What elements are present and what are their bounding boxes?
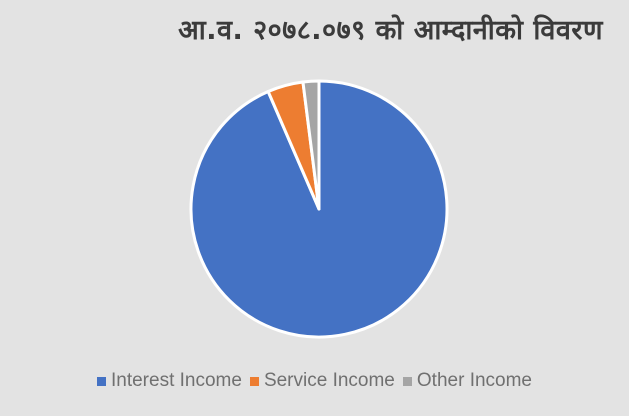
legend-item-service: Service Income	[249, 370, 395, 392]
legend-label-service: Service Income	[263, 370, 395, 391]
legend-swatch-service	[249, 376, 259, 386]
legend-swatch-interest	[96, 376, 106, 386]
legend-item-other: Other Income	[402, 370, 532, 392]
legend-label-other: Other Income	[416, 370, 532, 391]
chart-title: आ.व. २०७८.०७९ को आम्दानीको विवरण	[178, 15, 603, 46]
legend-label-interest: Interest Income	[110, 370, 242, 391]
legend-item-interest: Interest Income	[96, 370, 242, 392]
legend-swatch-other	[402, 376, 412, 386]
legend: Interest Income Service Income Other Inc…	[0, 370, 629, 392]
pie-slice-other	[301, 79, 321, 211]
